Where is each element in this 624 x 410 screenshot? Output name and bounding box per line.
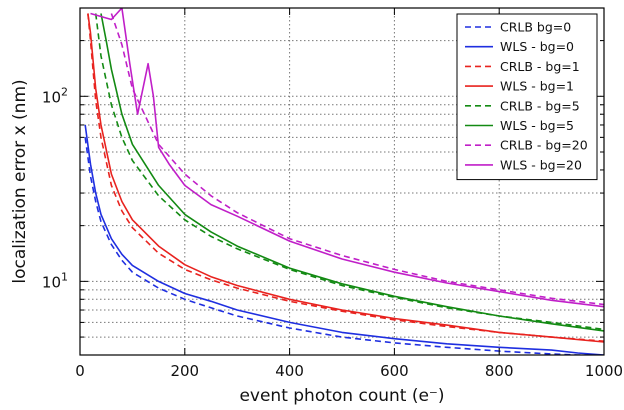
legend-label: WLS - bg=5: [500, 118, 574, 133]
y-tick-label: 102: [42, 85, 68, 106]
series-line-7: [110, 13, 604, 306]
x-tick-label: 800: [485, 362, 514, 380]
series-line-8: [90, 8, 604, 308]
plot-frame: [79, 7, 605, 356]
x-axis-label: event photon count (e⁻): [239, 386, 444, 406]
y-tick-label: 101: [42, 270, 68, 291]
x-tick-label: 400: [275, 362, 304, 380]
legend: CRLB bg=0 WLS - bg=0 CRLB - bg=1 WLS - bg=1…: [456, 13, 598, 181]
legend-label: CRLB - bg=20: [500, 138, 588, 153]
series-line-6: [100, 13, 604, 332]
legend-box: [456, 13, 598, 181]
legend-label: CRLB - bg=1: [500, 59, 580, 74]
series-line-3: [87, 13, 604, 342]
y-tick-labels: 101 102: [42, 85, 68, 291]
legend-label: WLS - bg=0: [500, 39, 574, 54]
x-tick-label: 0: [75, 362, 85, 380]
series-layer: [84, 8, 604, 355]
legend-label: WLS - bg=20: [500, 157, 582, 172]
x-tick-label: 200: [170, 362, 199, 380]
legend-label: CRLB - bg=5: [500, 98, 580, 113]
y-axis-label: localization error x (nm): [10, 79, 30, 283]
legend-label: CRLB bg=0: [500, 20, 571, 35]
series-line-4: [87, 13, 604, 343]
x-tick-label: 1000: [585, 362, 623, 380]
legend-label: WLS - bg=1: [500, 79, 574, 94]
x-tick-labels: 0 200 400 600 800 1000: [75, 362, 623, 380]
series-line-2: [84, 124, 604, 355]
x-tick-label: 600: [380, 362, 409, 380]
axis-ticks: [79, 7, 605, 356]
